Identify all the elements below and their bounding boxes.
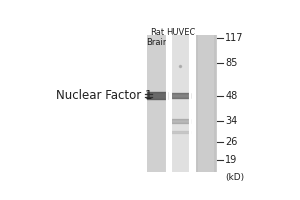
Text: 19: 19 [225, 155, 238, 165]
Bar [214, 35, 216, 172]
Text: 85: 85 [225, 58, 238, 68]
Text: 48: 48 [225, 91, 238, 101]
Text: 26: 26 [225, 137, 238, 147]
Text: (kD): (kD) [225, 173, 244, 182]
Text: Nuclear Factor 1: Nuclear Factor 1 [56, 89, 153, 102]
Bar [171, 35, 190, 172]
Bar [196, 35, 198, 172]
Bar [147, 35, 167, 172]
Bar [195, 35, 217, 172]
Text: HUVEC: HUVEC [166, 28, 195, 37]
Text: Rat
Brain: Rat Brain [146, 28, 168, 47]
Text: 117: 117 [225, 33, 244, 43]
Text: 34: 34 [225, 116, 238, 126]
